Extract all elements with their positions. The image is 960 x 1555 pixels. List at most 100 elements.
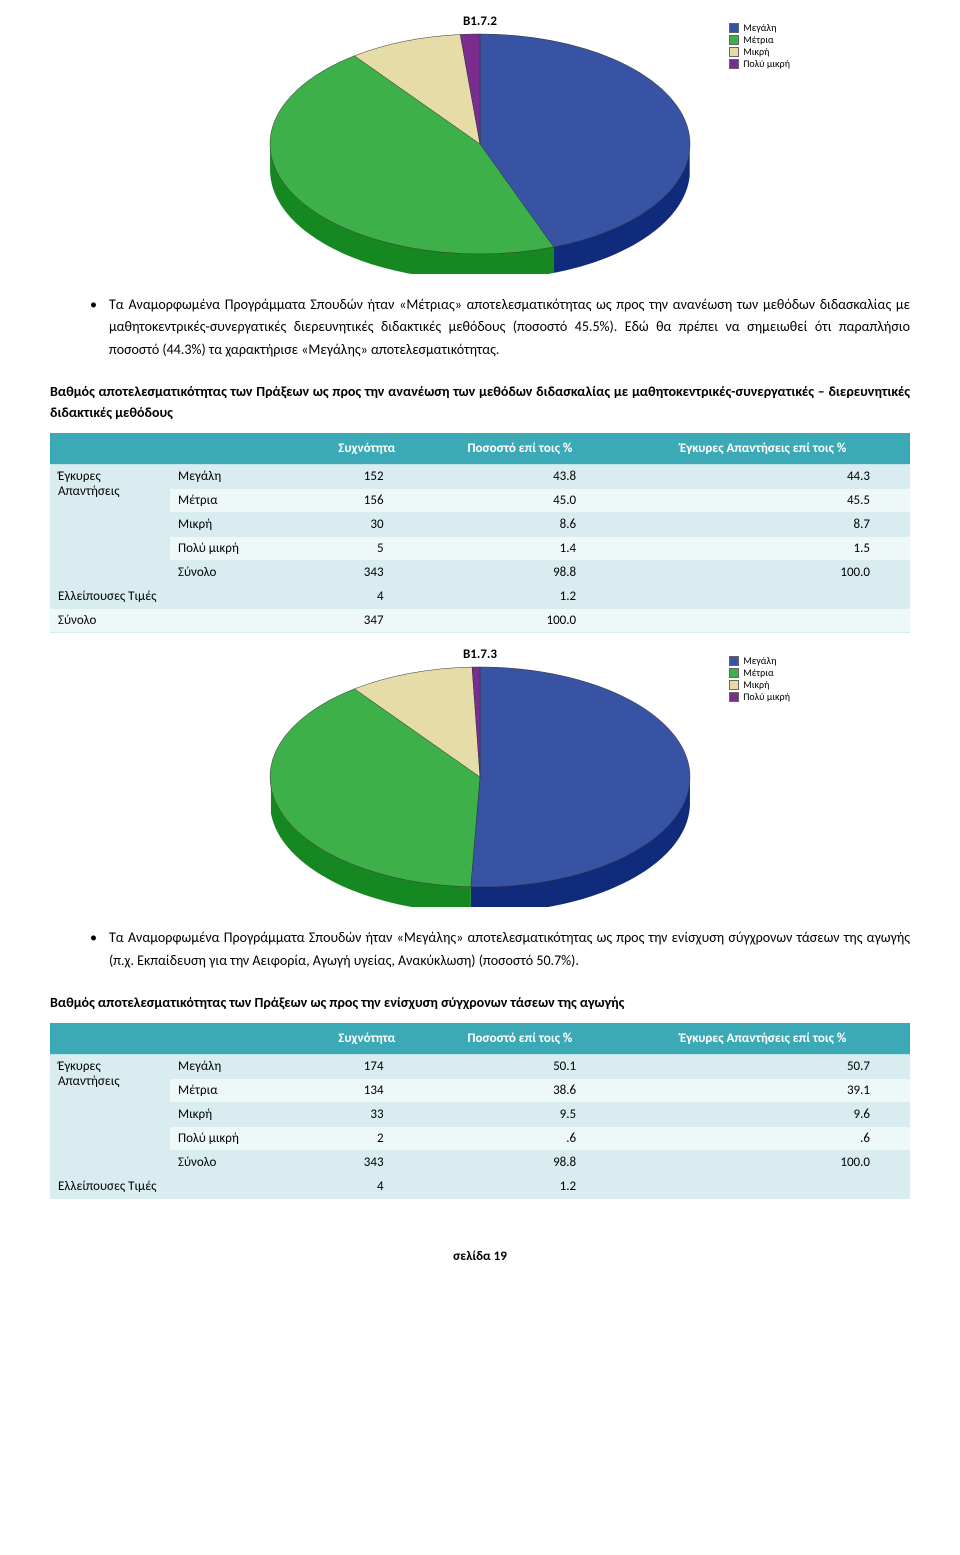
header-freq: Συχνότητα [310, 1023, 424, 1055]
chart-b172: B1.7.2 Μεγάλη Μέτρια Μικρή Πολύ μικρή [50, 14, 910, 274]
cell-freq: 4 [310, 1174, 424, 1198]
cell-valid-pct [616, 1174, 910, 1198]
row-label: Σύνολο [50, 609, 310, 633]
results-table-1: Συχνότητα Ποσοστό επί τοις % Έγκυρες Απα… [50, 433, 910, 633]
cell-valid-pct: 50.7 [616, 1054, 910, 1078]
legend-label: Πολύ μικρή [743, 691, 790, 703]
chart-legend: Μεγάλη Μέτρια Μικρή Πολύ μικρή [729, 655, 790, 703]
cell-valid-pct [616, 609, 910, 633]
row-label: Σύνολο [170, 1150, 310, 1174]
table-row: Πολύ μικρή 2 .6 .6 [50, 1126, 910, 1150]
row-label: Μεγάλη [170, 465, 310, 489]
cell-valid-pct: .6 [616, 1126, 910, 1150]
header-blank [50, 433, 310, 465]
bullet-icon: • [90, 927, 97, 972]
table-row-total: Σύνολο 347 100.0 [50, 609, 910, 633]
legend-item: Πολύ μικρή [729, 58, 790, 70]
table-row: Πολύ μικρή 5 1.4 1.5 [50, 537, 910, 561]
table-row: Έγκυρες Απαντήσεις Μεγάλη 152 43.8 44.3 [50, 465, 910, 489]
cell-valid-pct: 1.5 [616, 537, 910, 561]
row-label: Μικρή [170, 513, 310, 537]
cell-valid-pct: 100.0 [616, 561, 910, 585]
row-label: Μέτρια [170, 489, 310, 513]
cell-valid-pct: 45.5 [616, 489, 910, 513]
header-pct: Ποσοστό επί τοις % [424, 433, 617, 465]
legend-swatch [729, 668, 739, 678]
cell-pct: 50.1 [424, 1054, 617, 1078]
cell-freq: 343 [310, 1150, 424, 1174]
table-row: Μικρή 30 8.6 8.7 [50, 513, 910, 537]
legend-swatch [729, 656, 739, 666]
row-label: Μέτρια [170, 1078, 310, 1102]
table-row-missing: Ελλείπουσες Τιμές 4 1.2 [50, 585, 910, 609]
table-row: Μέτρια 156 45.0 45.5 [50, 489, 910, 513]
paragraph-1: • Τα Αναμορφωμένα Προγράμματα Σπουδών ήτ… [50, 294, 910, 361]
cell-pct: 1.2 [424, 585, 617, 609]
cell-valid-pct: 44.3 [616, 465, 910, 489]
cell-pct: 1.4 [424, 537, 617, 561]
cell-freq: 343 [310, 561, 424, 585]
legend-swatch [729, 692, 739, 702]
header-valid-pct: Έγκυρες Απαντήσεις επί τοις % [616, 1023, 910, 1055]
row-group-label: Έγκυρες Απαντήσεις [50, 465, 170, 585]
cell-valid-pct: 39.1 [616, 1078, 910, 1102]
legend-swatch [729, 23, 739, 33]
row-label: Σύνολο [170, 561, 310, 585]
cell-pct: 98.8 [424, 1150, 617, 1174]
cell-pct: 9.5 [424, 1102, 617, 1126]
cell-pct: 38.6 [424, 1078, 617, 1102]
cell-freq: 4 [310, 585, 424, 609]
table-row: Μικρή 33 9.5 9.6 [50, 1102, 910, 1126]
table-row: Έγκυρες Απαντήσεις Μεγάλη 174 50.1 50.7 [50, 1054, 910, 1078]
cell-freq: 134 [310, 1078, 424, 1102]
row-label: Μεγάλη [170, 1054, 310, 1078]
cell-valid-pct: 9.6 [616, 1102, 910, 1126]
cell-valid-pct: 100.0 [616, 1150, 910, 1174]
paragraph-2: • Τα Αναμορφωμένα Προγράμματα Σπουδών ήτ… [50, 927, 910, 972]
cell-pct: 43.8 [424, 465, 617, 489]
header-freq: Συχνότητα [310, 433, 424, 465]
cell-pct: 100.0 [424, 609, 617, 633]
pie-chart [240, 14, 720, 274]
cell-freq: 30 [310, 513, 424, 537]
cell-pct: 1.2 [424, 1174, 617, 1198]
cell-freq: 347 [310, 609, 424, 633]
table-row: Σύνολο 343 98.8 100.0 [50, 561, 910, 585]
cell-pct: 8.6 [424, 513, 617, 537]
legend-swatch [729, 47, 739, 57]
header-blank [50, 1023, 310, 1055]
header-pct: Ποσοστό επί τοις % [424, 1023, 617, 1055]
row-label: Πολύ μικρή [170, 1126, 310, 1150]
legend-swatch [729, 35, 739, 45]
bullet-icon: • [90, 294, 97, 361]
row-label: Μικρή [170, 1102, 310, 1126]
paragraph-text: Τα Αναμορφωμένα Προγράμματα Σπουδών ήταν… [109, 294, 910, 361]
chart-b173: B1.7.3 Μεγάλη Μέτρια Μικρή Πολύ μικρή [50, 647, 910, 907]
page-footer: σελίδα 19 [50, 1249, 910, 1264]
table-row-missing: Ελλείπουσες Τιμές 4 1.2 [50, 1174, 910, 1198]
cell-pct: 45.0 [424, 489, 617, 513]
paragraph-text: Τα Αναμορφωμένα Προγράμματα Σπουδών ήταν… [109, 927, 910, 972]
legend-label: Πολύ μικρή [743, 58, 790, 70]
table-caption-2: Βαθμός αποτελεσματικότητας των Πράξεων ω… [50, 992, 910, 1013]
table-caption-1: Βαθμός αποτελεσματικότητας των Πράξεων ω… [50, 381, 910, 423]
results-table-2: Συχνότητα Ποσοστό επί τοις % Έγκυρες Απα… [50, 1023, 910, 1199]
chart-legend: Μεγάλη Μέτρια Μικρή Πολύ μικρή [729, 22, 790, 70]
cell-pct: .6 [424, 1126, 617, 1150]
table-row: Μέτρια 134 38.6 39.1 [50, 1078, 910, 1102]
legend-item: Πολύ μικρή [729, 691, 790, 703]
pie-chart [240, 647, 720, 907]
cell-freq: 2 [310, 1126, 424, 1150]
legend-swatch [729, 680, 739, 690]
cell-freq: 152 [310, 465, 424, 489]
header-valid-pct: Έγκυρες Απαντήσεις επί τοις % [616, 433, 910, 465]
table-row: Σύνολο 343 98.8 100.0 [50, 1150, 910, 1174]
cell-freq: 174 [310, 1054, 424, 1078]
row-label: Πολύ μικρή [170, 537, 310, 561]
cell-freq: 33 [310, 1102, 424, 1126]
cell-freq: 5 [310, 537, 424, 561]
cell-valid-pct [616, 585, 910, 609]
row-label: Ελλείπουσες Τιμές [50, 585, 310, 609]
legend-swatch [729, 59, 739, 69]
cell-valid-pct: 8.7 [616, 513, 910, 537]
